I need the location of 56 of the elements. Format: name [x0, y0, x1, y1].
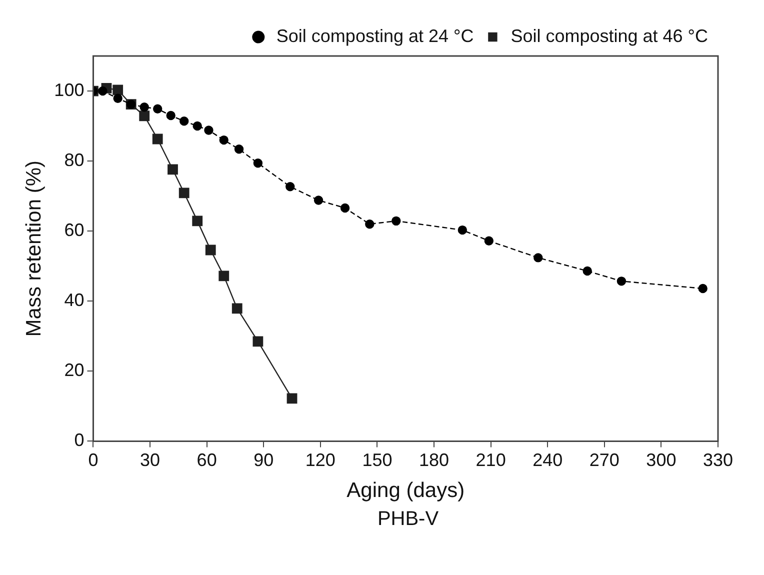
point: [113, 94, 122, 103]
point: [180, 116, 189, 126]
point: [178, 188, 190, 198]
point: [219, 135, 228, 145]
point: [192, 216, 203, 226]
point: [166, 110, 176, 120]
x-tick-label: 300: [646, 450, 676, 470]
x-tick-label: 270: [589, 450, 620, 470]
point: [232, 303, 242, 314]
y-tick-label: 40: [64, 290, 84, 310]
x-tick-label: 120: [305, 450, 336, 470]
x-tick-label: 180: [418, 450, 450, 470]
point: [698, 284, 708, 294]
point: [98, 86, 108, 96]
point: [340, 203, 350, 213]
point: [534, 253, 543, 262]
point: [314, 196, 324, 205]
x-tick-label: 0: [88, 450, 98, 470]
y-tick-label: 100: [54, 80, 84, 100]
point: [139, 110, 150, 122]
point: [458, 225, 468, 235]
y-tick-label: 20: [64, 360, 84, 380]
text: PHB-V: [376, 508, 440, 531]
point: [286, 393, 298, 404]
point: [253, 158, 263, 168]
point: [484, 236, 494, 246]
point: [112, 84, 124, 96]
point: [582, 266, 592, 276]
point: [616, 276, 626, 286]
y-tick-label: 0: [74, 430, 84, 450]
point: [234, 144, 244, 154]
y-tick-label: 80: [64, 150, 84, 170]
point: [152, 134, 163, 144]
point: [204, 126, 214, 135]
x-axis-title: Aging (days): [346, 479, 465, 502]
y-tick-label: 60: [64, 220, 84, 240]
x-tick-label: 210: [476, 450, 506, 470]
point: [392, 216, 401, 226]
x-tick-label: 90: [254, 450, 274, 470]
x-tick-label: 240: [532, 450, 563, 470]
point: [218, 270, 230, 282]
y-axis-title: Mass retention (%): [22, 160, 46, 337]
x-tick-label: 330: [702, 450, 734, 470]
point: [252, 336, 264, 347]
x-tick-label: 30: [140, 450, 160, 470]
x-tick-label: 60: [196, 450, 217, 470]
point: [168, 164, 178, 175]
point: [153, 104, 162, 114]
legend-label: Soil composting at 24 °C: [276, 26, 474, 46]
point: [365, 219, 374, 229]
point: [140, 102, 149, 112]
point: [192, 121, 202, 131]
point: [286, 182, 295, 192]
legend-label: Soil composting at 46 °C: [510, 26, 708, 46]
point: [205, 244, 216, 256]
x-tick-label: 150: [362, 450, 392, 470]
